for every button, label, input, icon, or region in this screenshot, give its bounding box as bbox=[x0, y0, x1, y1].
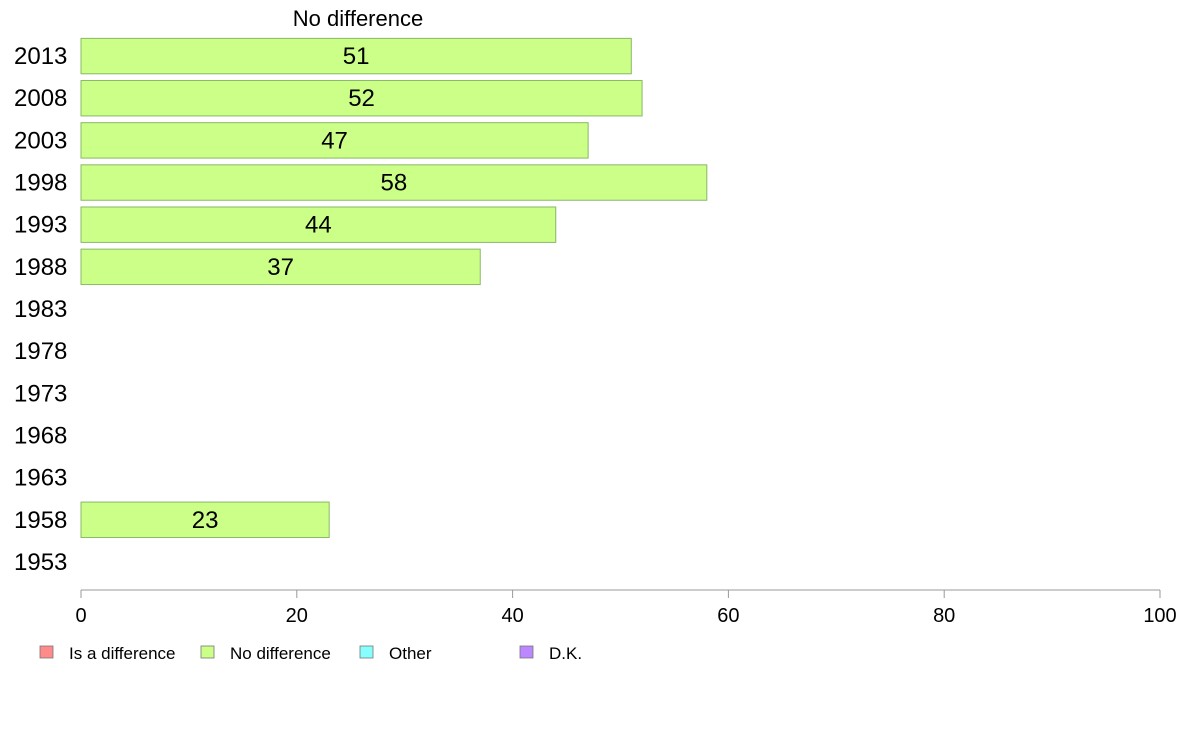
value-label-2013: 51 bbox=[343, 43, 370, 70]
value-label-2003: 47 bbox=[321, 127, 348, 154]
category-label-2008: 2008 bbox=[14, 85, 67, 112]
bar-2003 bbox=[80, 122, 589, 159]
value-label-2008: 52 bbox=[348, 85, 375, 112]
category-label-1968: 1968 bbox=[14, 422, 67, 449]
value-label-1998: 58 bbox=[381, 170, 408, 197]
legend-swatch-is-a-difference bbox=[39, 645, 54, 659]
legend-label-is-a-difference: Is a difference bbox=[69, 644, 175, 663]
category-label-1993: 1993 bbox=[14, 212, 67, 239]
category-label-1958: 1958 bbox=[14, 507, 67, 534]
bar-1988 bbox=[80, 248, 481, 286]
legend-label-d-k: D.K. bbox=[549, 644, 582, 663]
category-label-2003: 2003 bbox=[14, 127, 67, 154]
category-label-1998: 1998 bbox=[14, 170, 67, 197]
x-tick-label-20: 20 bbox=[286, 605, 308, 627]
legend-label-no-difference: No difference bbox=[230, 644, 331, 663]
bar-2008 bbox=[80, 80, 643, 117]
x-tick-label-100: 100 bbox=[1143, 605, 1176, 627]
x-axis: 0 20 40 60 80 100 bbox=[75, 589, 1177, 627]
legend-label-other: Other bbox=[389, 644, 432, 663]
bar-2013 bbox=[80, 37, 632, 75]
bar-1958 bbox=[80, 501, 330, 538]
bar-1998 bbox=[80, 164, 708, 201]
category-label-2013: 2013 bbox=[14, 43, 67, 70]
category-label-1973: 1973 bbox=[14, 380, 67, 407]
legend-swatch-other bbox=[359, 645, 374, 659]
legend: Is a difference No difference Other D.K. bbox=[39, 644, 582, 663]
x-tick-label-0: 0 bbox=[75, 605, 86, 627]
chart-title: No difference bbox=[293, 6, 423, 31]
legend-swatch-d-k bbox=[519, 645, 534, 659]
value-label-1958: 23 bbox=[192, 507, 219, 534]
value-label-1993: 44 bbox=[305, 212, 332, 239]
bar-1993 bbox=[80, 206, 557, 243]
category-label-1953: 1953 bbox=[14, 549, 67, 576]
category-label-1988: 1988 bbox=[14, 254, 67, 281]
category-label-1963: 1963 bbox=[14, 465, 67, 492]
x-tick-label-60: 60 bbox=[717, 605, 739, 627]
legend-swatch-no-difference bbox=[200, 645, 215, 659]
x-tick-label-40: 40 bbox=[501, 605, 523, 627]
category-labels: 2013 2008 2003 1998 1993 1988 1983 1978 1973 1968… bbox=[14, 43, 67, 576]
x-tick-label-80: 80 bbox=[933, 605, 955, 627]
category-label-1983: 1983 bbox=[14, 296, 67, 323]
value-label-1988: 37 bbox=[267, 254, 294, 281]
category-label-1978: 1978 bbox=[14, 338, 67, 365]
